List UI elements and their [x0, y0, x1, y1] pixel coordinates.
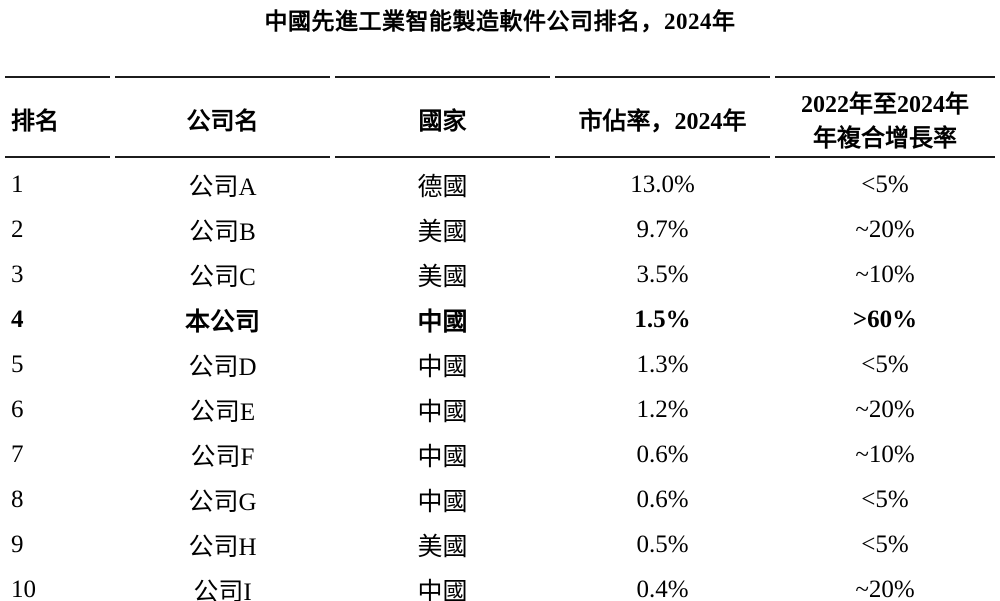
cell-rank: 6 [11, 396, 24, 423]
cell-company: 公司G [188, 489, 257, 516]
cell-cagr: <5% [861, 351, 909, 378]
header-cagr-line1: 2022年至2024年 [801, 92, 969, 118]
header-rank: 排名 [5, 76, 110, 158]
cell-country: 中國 [417, 354, 468, 381]
cell-market-share: 1.3% [636, 351, 689, 378]
table-row: 6 公司E 中國 1.2% ~20% [5, 383, 995, 428]
cell-company: 公司C [189, 264, 256, 291]
table-row: 5 公司D 中國 1.3% <5% [5, 338, 995, 383]
cell-rank: 3 [11, 261, 24, 288]
cell-country: 中國 [417, 489, 468, 516]
cell-rank: 8 [11, 486, 24, 513]
cell-market-share: 1.5% [634, 306, 691, 333]
cell-cagr: >60% [852, 306, 918, 333]
cell-market-share: 9.7% [636, 216, 689, 243]
table-header: 排名 公司名 國家 市佔率，2024年 2022年至2024年 年複合增長率 [5, 76, 995, 158]
table-row: 8 公司G 中國 0.6% <5% [5, 473, 995, 518]
cell-company: 公司A [188, 174, 257, 201]
cell-cagr: ~10% [855, 441, 915, 468]
cell-country: 中國 [417, 399, 468, 426]
company-ranking-table: 排名 公司名 國家 市佔率，2024年 2022年至2024年 年複合增長率 1… [0, 76, 1000, 601]
cell-country: 德國 [417, 174, 468, 201]
header-cagr: 2022年至2024年 年複合增長率 [775, 76, 995, 158]
cell-market-share: 0.5% [636, 531, 689, 558]
table-row: 7 公司F 中國 0.6% ~10% [5, 428, 995, 473]
cell-company: 公司D [188, 354, 257, 381]
cell-cagr: <5% [861, 531, 909, 558]
cell-country: 中國 [417, 309, 468, 336]
table-row: 3 公司C 美國 3.5% ~10% [5, 248, 995, 293]
cell-company: 公司I [115, 563, 330, 601]
table-row: 10 公司I 中國 0.4% ~20% [5, 563, 995, 601]
table-row: 9 公司H 美國 0.5% <5% [5, 518, 995, 563]
cell-market-share: 0.4% [555, 563, 770, 601]
cell-cagr: ~10% [855, 261, 915, 288]
table-row-our-company: 4 本公司 中國 1.5% >60% [5, 293, 995, 338]
cell-rank: 7 [11, 441, 24, 468]
cell-rank: 1 [11, 171, 24, 198]
cell-cagr: ~20% [855, 216, 915, 243]
cell-market-share: 0.6% [636, 441, 689, 468]
cell-company: 公司B [189, 219, 256, 246]
cell-rank: 2 [11, 216, 24, 243]
cell-rank: 4 [11, 306, 24, 333]
header-cagr-line2: 年複合增長率 [813, 126, 957, 152]
header-row: 排名 公司名 國家 市佔率，2024年 2022年至2024年 年複合增長率 [5, 76, 995, 158]
cell-market-share: 3.5% [636, 261, 689, 288]
cell-cagr: ~20% [855, 396, 915, 423]
cell-market-share: 1.2% [636, 396, 689, 423]
cell-country: 美國 [417, 264, 468, 291]
cell-country: 中國 [335, 563, 550, 601]
cell-country: 美國 [417, 534, 468, 561]
cell-company: 公司H [188, 534, 257, 561]
cell-company: 公司E [189, 399, 256, 426]
cell-rank: 10 [5, 563, 110, 601]
page-title: 中國先進工業智能製造軟件公司排名，2024年 [264, 9, 736, 34]
cell-rank: 5 [11, 351, 24, 378]
table-row: 2 公司B 美國 9.7% ~20% [5, 203, 995, 248]
table-body: 1 公司A 德國 13.0% <5% 2 公司B 美國 9.7% ~20% 3 … [5, 158, 995, 601]
header-country: 國家 [335, 76, 550, 158]
cell-rank: 9 [11, 531, 24, 558]
cell-cagr: <5% [861, 171, 909, 198]
cell-country: 美國 [417, 219, 468, 246]
header-company: 公司名 [115, 76, 330, 158]
cell-company: 公司F [190, 444, 255, 471]
header-market-share: 市佔率，2024年 [555, 76, 770, 158]
table-row: 1 公司A 德國 13.0% <5% [5, 158, 995, 203]
cell-cagr: <5% [861, 486, 909, 513]
cell-country: 中國 [417, 444, 468, 471]
cell-market-share: 0.6% [636, 486, 689, 513]
cell-market-share: 13.0% [630, 171, 695, 198]
cell-company: 本公司 [184, 309, 260, 336]
cell-cagr: ~20% [775, 563, 995, 601]
